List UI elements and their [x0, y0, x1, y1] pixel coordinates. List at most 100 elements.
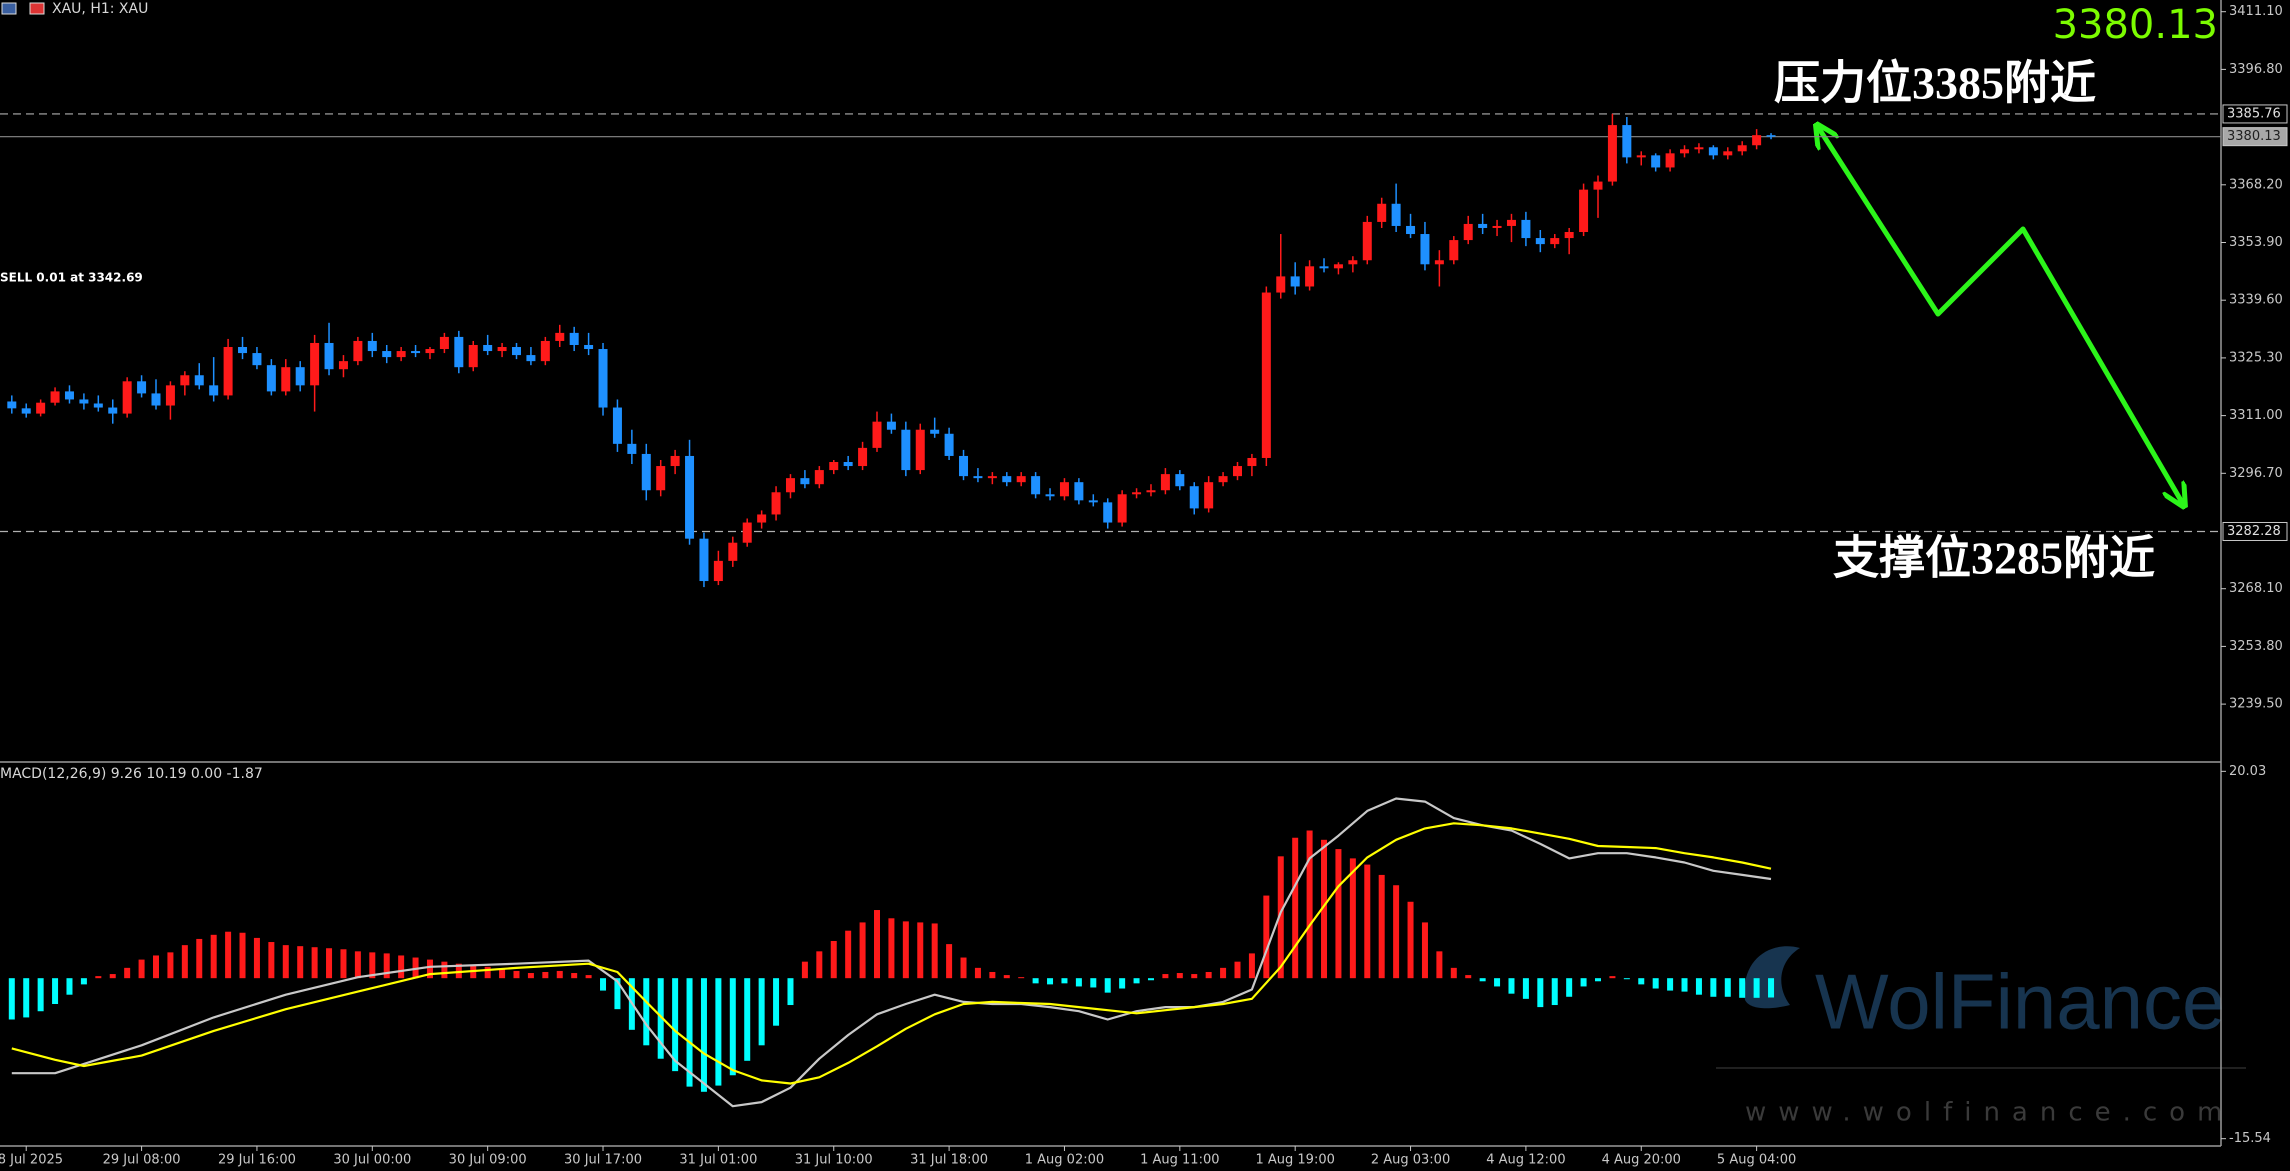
candle-body — [1752, 135, 1762, 146]
candle-body — [194, 375, 204, 386]
histogram-bar — [614, 978, 621, 1010]
candle-body — [1651, 155, 1661, 168]
price-label-box — [2222, 127, 2288, 147]
histogram-bar — [109, 974, 116, 979]
candle-body — [829, 462, 839, 471]
histogram-bar — [95, 976, 102, 979]
candle-body — [569, 332, 579, 345]
candle-body — [598, 349, 608, 408]
histogram-bar — [801, 961, 808, 979]
candle-body — [338, 361, 348, 370]
histogram-bar — [1220, 967, 1227, 979]
candle-body — [1045, 494, 1055, 497]
candle-body — [771, 492, 781, 515]
histogram-bar — [1566, 978, 1573, 997]
candle-body — [944, 433, 954, 456]
histogram-bar — [369, 952, 376, 979]
histogram-bar — [902, 921, 909, 979]
x-tick-label: 1 Aug 11:00 — [1140, 1153, 1219, 1168]
candle-body — [1607, 125, 1617, 182]
candle-body — [180, 375, 190, 386]
candle-body — [858, 447, 868, 467]
candle-body — [1406, 225, 1416, 235]
histogram-bar — [888, 918, 895, 979]
candle-body — [886, 421, 896, 430]
candle-body — [1622, 125, 1632, 158]
candle-body — [238, 347, 248, 354]
candle-body — [1189, 486, 1199, 509]
histogram-bar — [773, 978, 780, 1026]
candle-body — [1290, 276, 1300, 287]
price-label-box — [2222, 104, 2288, 124]
candle-body — [1204, 482, 1214, 509]
x-tick-label: 5 Aug 04:00 — [1717, 1153, 1796, 1168]
histogram-bar — [1176, 973, 1183, 979]
histogram-bar — [787, 978, 794, 1006]
candle-body — [266, 365, 276, 392]
candle-body — [367, 340, 377, 352]
annotation: 压力位3385附近 — [1774, 58, 2096, 109]
histogram-bar — [657, 978, 664, 1059]
histogram-bar — [1724, 978, 1731, 997]
histogram-bar — [253, 937, 260, 979]
candle-body — [699, 538, 709, 582]
histogram-bar — [37, 978, 44, 1012]
histogram-bar — [1739, 978, 1746, 998]
histogram-bar — [1321, 839, 1328, 979]
histogram-bar — [542, 971, 549, 979]
y-tick-label: 3368.20 — [2229, 177, 2283, 192]
histogram-bar — [441, 961, 448, 979]
candle-body — [1377, 203, 1387, 222]
histogram-bar — [23, 978, 30, 1018]
candle-body — [1333, 264, 1343, 269]
histogram-bar — [239, 932, 246, 979]
histogram-bar — [845, 930, 852, 979]
candle-body — [483, 344, 493, 352]
histogram-bar — [138, 959, 145, 979]
histogram-bar — [210, 934, 217, 979]
histogram-bar — [1595, 978, 1601, 982]
histogram-bar — [282, 945, 289, 979]
annotation: 支撑位3285附近 — [1833, 533, 2155, 584]
histogram-bar — [1479, 978, 1486, 982]
candle-body — [1175, 474, 1185, 487]
histogram-bar — [1119, 978, 1126, 989]
x-tick-label: 29 Jul 16:00 — [218, 1153, 296, 1168]
candle-body — [987, 476, 997, 479]
watermark-url: www.wolfinance.com — [1745, 1098, 2234, 1128]
histogram-bar — [931, 923, 938, 979]
histogram-bar — [354, 951, 361, 979]
candle-body — [1160, 474, 1170, 491]
x-tick-label: 4 Aug 12:00 — [1486, 1153, 1565, 1168]
candle-body — [137, 381, 147, 394]
histogram-bar — [1494, 978, 1501, 987]
histogram-bar — [585, 975, 592, 979]
histogram-bar — [383, 953, 390, 979]
histogram-bar — [8, 978, 15, 1020]
histogram-bar — [1393, 885, 1400, 979]
candle-body — [223, 347, 233, 396]
histogram-bar — [1047, 978, 1054, 985]
candle-body — [1319, 266, 1329, 269]
histogram-bar — [1609, 976, 1616, 979]
candle-body — [584, 344, 594, 350]
histogram-bar — [1162, 974, 1169, 979]
candle-body — [1391, 203, 1401, 226]
histogram-bar — [1364, 864, 1371, 979]
candle-body — [843, 462, 853, 467]
histogram-bar — [830, 941, 837, 979]
candle-body — [1492, 225, 1502, 228]
candle-body — [1478, 223, 1488, 228]
candle-body — [252, 353, 262, 366]
y-tick-label: 3253.80 — [2229, 639, 2283, 654]
candle-body — [641, 453, 651, 491]
histogram-bar — [1349, 858, 1356, 979]
candle-body — [439, 336, 449, 350]
candle-body — [1276, 276, 1286, 293]
candle-body — [1305, 266, 1315, 287]
y-tick-label: 3396.80 — [2229, 62, 2283, 77]
candle-body — [1016, 476, 1026, 483]
histogram-bar — [1450, 967, 1457, 979]
candle-body — [1766, 135, 1776, 137]
candle-body — [64, 391, 74, 400]
